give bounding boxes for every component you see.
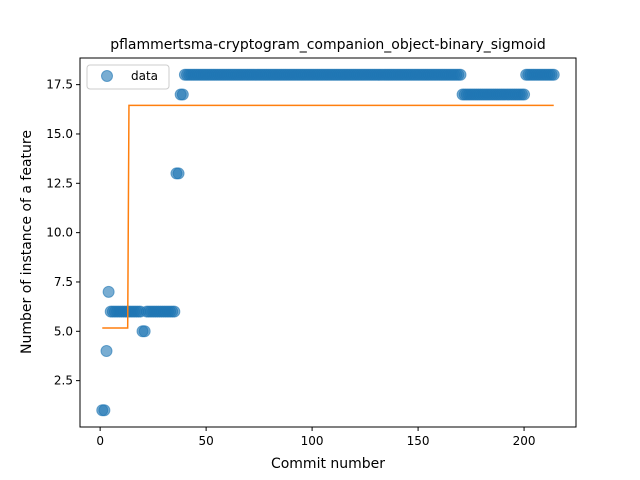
data-point xyxy=(547,68,560,81)
data-point xyxy=(518,88,531,101)
x-tick-label: 100 xyxy=(301,434,324,448)
y-tick-label: 2.5 xyxy=(54,374,73,388)
fit-line xyxy=(102,104,554,329)
x-axis: 0 50 100 150 200 xyxy=(96,427,536,448)
x-axis-label: Commit number xyxy=(271,456,385,472)
data-point xyxy=(176,88,189,101)
y-axis-label: Number of instance of a feature xyxy=(19,130,35,354)
data-point xyxy=(102,285,115,298)
y-tick-label: 7.5 xyxy=(54,275,73,289)
y-tick-label: 5.0 xyxy=(54,324,73,338)
y-tick-label: 17.5 xyxy=(46,78,73,92)
data-point xyxy=(98,404,111,417)
x-tick-label: 50 xyxy=(198,434,213,448)
y-axis: 2.5 5.0 7.5 10.0 12.5 15.0 17.5 xyxy=(46,78,80,388)
legend-label-data: data xyxy=(131,69,158,83)
legend-marker-data xyxy=(101,70,113,82)
x-tick-label: 150 xyxy=(407,434,430,448)
legend: data xyxy=(86,64,170,90)
data-point xyxy=(168,305,181,318)
x-tick-label: 200 xyxy=(513,434,536,448)
data-point xyxy=(138,325,151,338)
data-point xyxy=(172,167,185,180)
plot-area xyxy=(96,68,560,417)
data-point xyxy=(454,68,467,81)
y-tick-label: 12.5 xyxy=(46,176,73,190)
x-tick-label: 0 xyxy=(96,434,104,448)
data-point xyxy=(100,345,113,358)
plot-frame xyxy=(79,57,577,428)
y-tick-label: 10.0 xyxy=(46,226,73,240)
y-tick-label: 15.0 xyxy=(46,127,73,141)
chart-title: pflammertsma-cryptogram_companion_object… xyxy=(110,37,546,53)
